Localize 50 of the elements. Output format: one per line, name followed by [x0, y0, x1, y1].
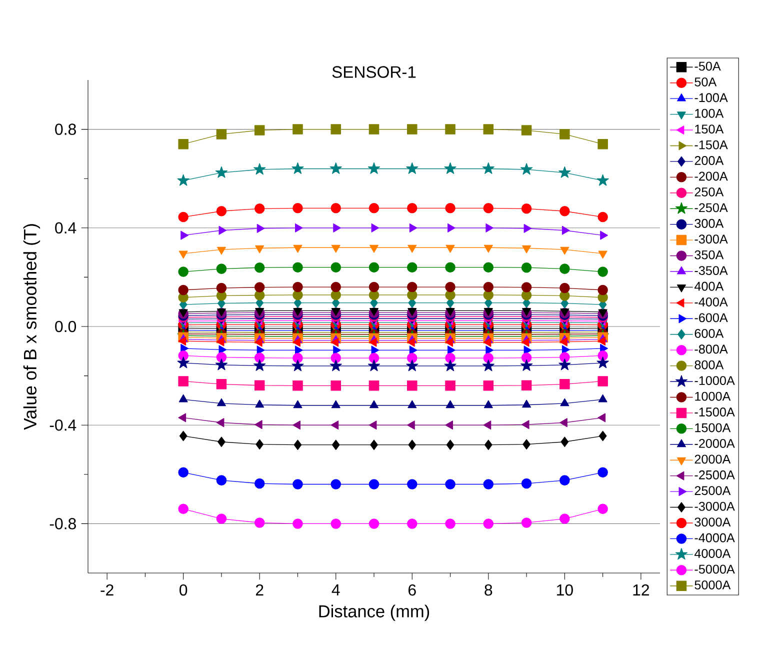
legend-label: 5000A [694, 580, 731, 590]
legend-label: 2500A [694, 486, 731, 496]
legend-label: 250A [694, 187, 724, 196]
legend-label: -400A [694, 298, 728, 306]
x-tick-label: 8 [484, 584, 492, 596]
x-tick-label: 4 [332, 584, 340, 596]
legend-label: 800A [694, 360, 724, 370]
x-tick-label: -2 [100, 584, 114, 596]
legend-label: 1000A [695, 392, 731, 401]
x-tick-label: 12 [633, 584, 649, 596]
legend-label: 150A [695, 124, 724, 134]
legend-label: -1000A [694, 376, 735, 386]
y-axis-title: Value of B x smoothed (T) [23, 224, 40, 430]
legend-label: -3000A [694, 502, 735, 511]
y-tick-label: 0.8 [55, 124, 76, 135]
x-tick-label: 6 [408, 584, 416, 596]
legend-label: 200A [694, 156, 724, 165]
legend-label: -2000A [694, 438, 735, 448]
legend-label: -5000A [694, 564, 735, 574]
legend-label: 600A [694, 328, 724, 338]
legend-label: -250A [694, 203, 728, 212]
legend-label: 3000A [694, 518, 731, 527]
legend-label: -50A [694, 62, 721, 71]
y-tick-label: 0.0 [55, 320, 76, 332]
legend-label: 4000A [694, 549, 731, 558]
chart-title: SENSOR-1 [332, 66, 416, 78]
y-tick-label: -0.8 [50, 518, 76, 530]
legend-label: -2500A [694, 470, 735, 480]
legend-label: -350A [694, 266, 728, 276]
legend-label: -800A [694, 344, 728, 354]
legend-label: 350A [694, 250, 724, 260]
legend-label: -600A [694, 313, 728, 322]
legend-label: -100A [694, 93, 728, 102]
y-tick-label: 0.4 [55, 222, 76, 234]
legend-label: 2000A [694, 454, 731, 464]
x-tick-label: 0 [180, 584, 188, 596]
legend-label: 50A [694, 77, 717, 86]
y-tick-label: -0.4 [50, 419, 76, 431]
legend-label: -200A [694, 172, 728, 181]
legend-label: -300A [694, 234, 728, 244]
legend-label: 1500A [695, 423, 731, 432]
legend-label: 300A [694, 218, 724, 228]
legend-label: -150A [694, 140, 728, 150]
legend-label: -4000A [694, 533, 735, 542]
x-tick-label: 2 [256, 584, 264, 596]
x-axis-title: Distance (mm) [319, 604, 430, 621]
legend-label: -1500A [694, 408, 735, 416]
legend-label: 100A [695, 108, 724, 118]
x-tick-label: 10 [557, 584, 573, 596]
legend-label: 400A [694, 282, 724, 291]
